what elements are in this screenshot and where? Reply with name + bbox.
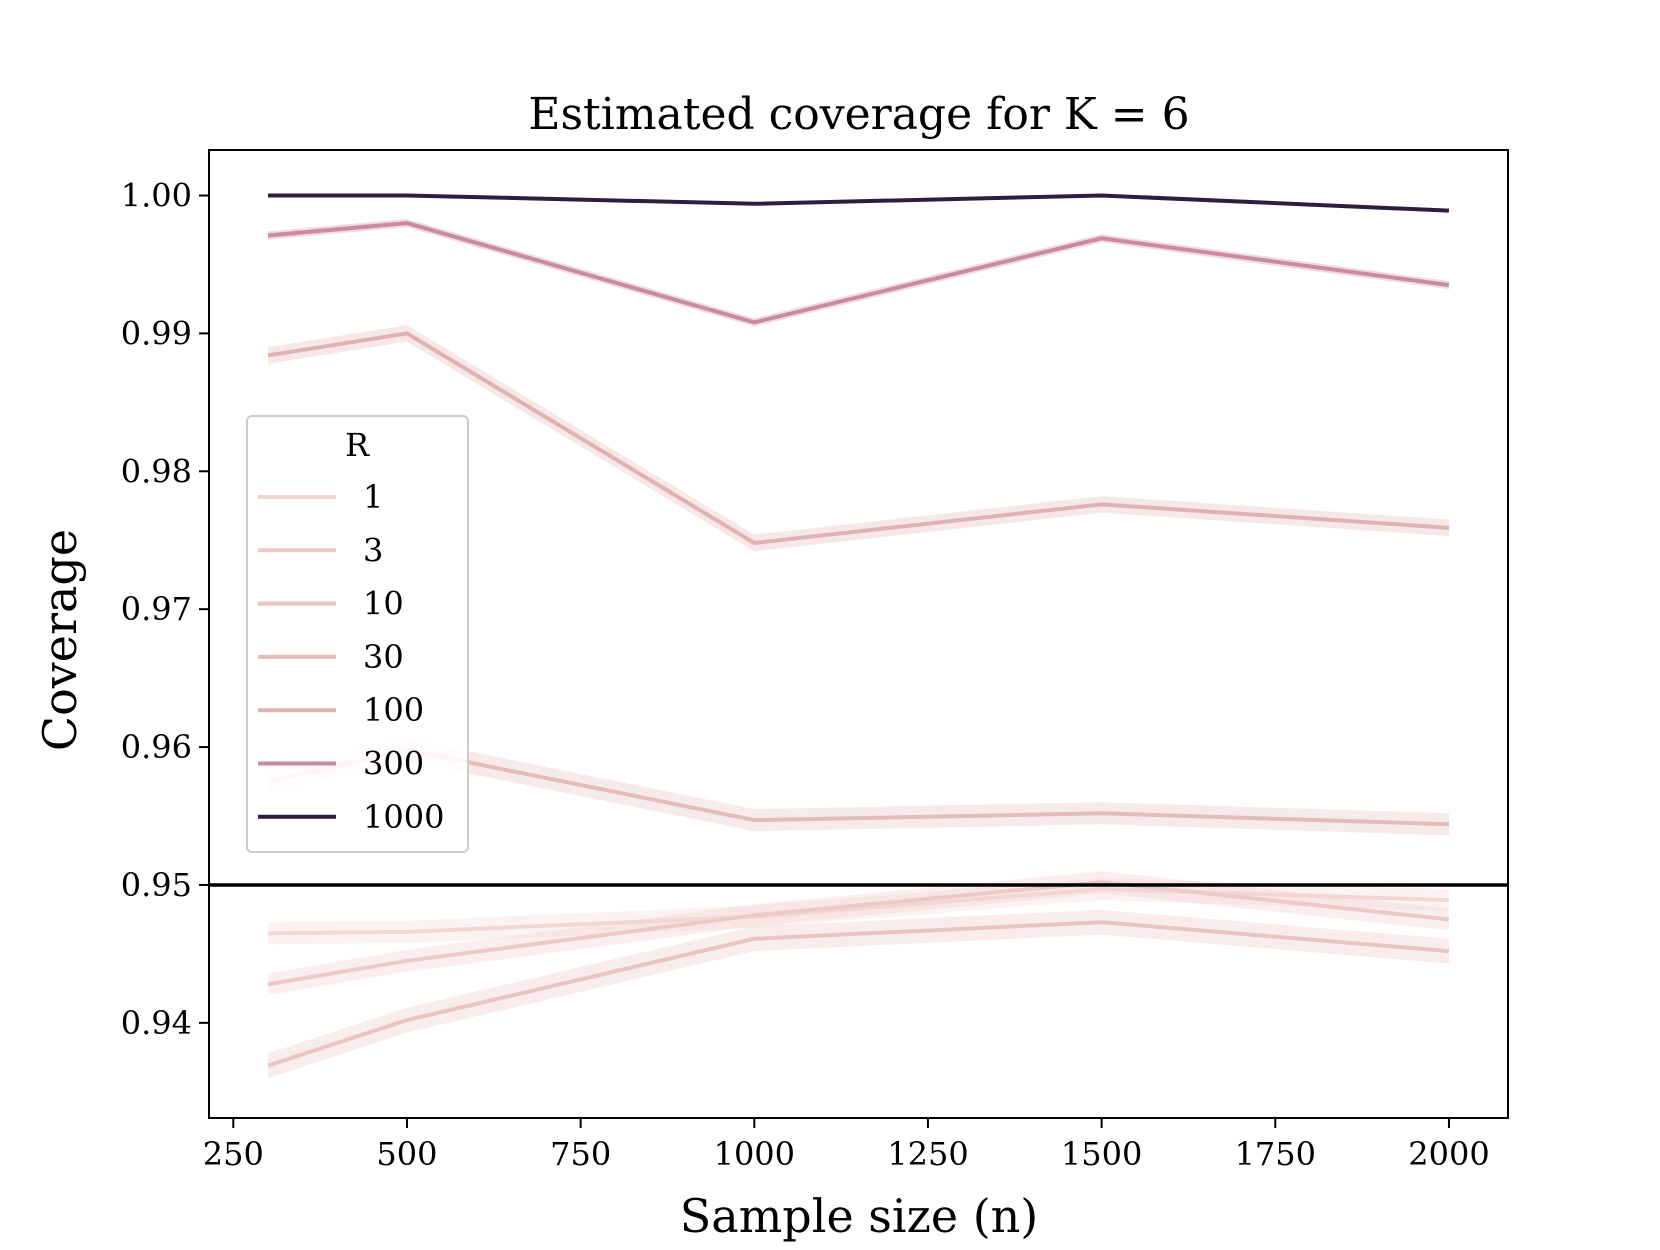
- y-axis: 0.94 0.95 0.96 0.97 0.98 0.99 1.00: [121, 177, 209, 1042]
- band-r-3: [268, 871, 1449, 996]
- legend-label-r-1[interactable]: 1: [363, 478, 383, 516]
- x-tick-label: 1500: [1061, 1135, 1142, 1173]
- y-axis-label: Coverage: [33, 529, 87, 751]
- y-tick-label: 0.97: [121, 590, 192, 628]
- legend-label-r-100[interactable]: 100: [363, 691, 424, 729]
- y-tick-label: 0.94: [121, 1004, 192, 1042]
- x-tick-label: 250: [203, 1135, 264, 1173]
- y-tick-label: 1.00: [121, 177, 192, 215]
- x-axis: 250 500 750 1000 1250 1500 1750 2000: [203, 1118, 1490, 1173]
- line-r-300: [267, 221, 1450, 325]
- x-tick-label: 500: [376, 1135, 437, 1173]
- x-axis-label: Sample size (n): [680, 1189, 1038, 1243]
- x-tick-label: 1250: [887, 1135, 968, 1173]
- legend-label-r-3[interactable]: 3: [363, 531, 383, 569]
- line-r-10: [267, 920, 1450, 1068]
- chart-title: Estimated coverage for K = 6: [528, 89, 1189, 140]
- y-tick-label: 0.95: [121, 866, 192, 904]
- band-r-1: [268, 878, 1449, 945]
- legend-label-r-300[interactable]: 300: [363, 745, 424, 783]
- legend-entries: 1 3 10 30 100 300 1000: [258, 478, 444, 836]
- y-tick-label: 0.98: [121, 452, 192, 490]
- band-r-30: [268, 738, 1449, 836]
- line-r-100: [267, 331, 1450, 545]
- line-r-3: [267, 880, 1450, 987]
- x-tick-label: 2000: [1408, 1135, 1489, 1173]
- line-r-1000: [268, 193, 1450, 213]
- legend-title: R: [345, 426, 370, 464]
- y-tick-label: 0.96: [121, 728, 192, 766]
- y-tick-label: 0.99: [121, 314, 192, 352]
- legend-label-r-10[interactable]: 10: [363, 585, 404, 623]
- band-r-10: [268, 909, 1449, 1079]
- x-tick-label: 750: [550, 1135, 611, 1173]
- legend-label-r-1000[interactable]: 1000: [363, 798, 444, 836]
- x-tick-label: 1750: [1235, 1135, 1316, 1173]
- plot-frame: [208, 149, 1509, 1119]
- legend-label-r-30[interactable]: 30: [363, 638, 404, 676]
- legend-box: [246, 415, 469, 853]
- x-tick-label: 1000: [714, 1135, 795, 1173]
- legend[interactable]: R 1 3 10 30 100 300 1000: [246, 415, 469, 853]
